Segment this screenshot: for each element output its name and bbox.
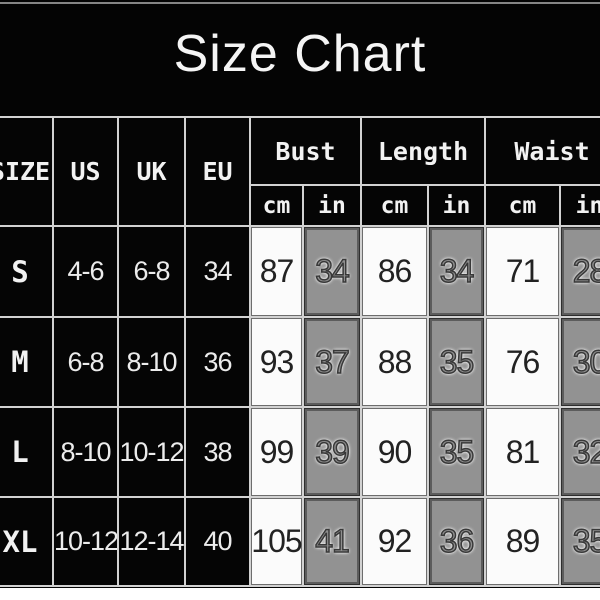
- length-in-cell: 35: [427, 406, 486, 498]
- eu-cell: 36: [184, 316, 251, 408]
- size-label-cell: M: [0, 316, 54, 408]
- engraved-value: 34: [439, 252, 475, 290]
- engraved-value: 39: [314, 433, 350, 471]
- us-cell: 4-6: [52, 225, 119, 318]
- header-row-units: cm in cm in cm in: [0, 184, 600, 227]
- bust-in-cell: 34: [302, 225, 362, 318]
- size-row-m: M 6-8 8-10 36 93 37 88 35 76 30: [0, 316, 600, 408]
- engraved-value: 34: [314, 252, 350, 290]
- size-label-cell: S: [0, 225, 54, 318]
- length-cm-cell: 86: [360, 225, 429, 318]
- length-in-cell: 36: [427, 496, 486, 587]
- col-header-size: SIZE: [0, 116, 54, 227]
- waist-in-cell: 28: [558, 225, 600, 318]
- size-label-cell: XL: [0, 496, 54, 587]
- bust-cm-cell: 99: [249, 406, 304, 498]
- length-cm-header: cm: [360, 184, 429, 227]
- waist-in-cell: 32: [558, 406, 600, 498]
- col-header-bust: Bust: [249, 116, 362, 186]
- bust-cm-cell: 87: [249, 225, 304, 318]
- size-row-l: L 8-10 10-12 38 99 39 90 35 81 32: [0, 406, 600, 498]
- waist-cm-cell: 81: [484, 406, 561, 498]
- bust-in-cell: 39: [302, 406, 362, 498]
- bust-in-header: in: [302, 184, 362, 227]
- bust-in-cell: 37: [302, 316, 362, 408]
- length-in-cell: 35: [427, 316, 486, 408]
- waist-cm-cell: 76: [484, 316, 561, 408]
- waist-in-header: in: [558, 184, 600, 227]
- waist-in-cell: 35: [558, 496, 600, 587]
- length-cm-cell: 92: [360, 496, 429, 587]
- length-cm-cell: 90: [360, 406, 429, 498]
- waist-cm-cell: 89: [484, 496, 561, 587]
- waist-cm-header: cm: [484, 184, 561, 227]
- header-row-groups: SIZE US UK EU Bust Length Waist: [0, 116, 600, 227]
- engraved-value: 28: [572, 252, 600, 290]
- uk-cell: 12-14: [117, 496, 186, 587]
- bust-cm-cell: 93: [249, 316, 304, 408]
- eu-cell: 38: [184, 406, 251, 498]
- engraved-value: 35: [572, 522, 600, 560]
- top-divider-line: [0, 2, 600, 4]
- us-cell: 10-12: [52, 496, 119, 587]
- uk-cell: 10-12: [117, 406, 186, 498]
- engraved-value: 35: [439, 343, 475, 381]
- engraved-value: 41: [314, 522, 350, 560]
- waist-cm-cell: 71: [484, 225, 561, 318]
- uk-cell: 6-8: [117, 225, 186, 318]
- size-label-cell: L: [0, 406, 54, 498]
- uk-cell: 8-10: [117, 316, 186, 408]
- col-header-length: Length: [360, 116, 486, 186]
- col-header-uk: UK: [117, 116, 186, 227]
- col-header-waist: Waist: [483, 116, 600, 186]
- size-row-xl: XL 10-12 12-14 40 105 41 92 36 89 35: [0, 496, 600, 587]
- col-header-eu: EU: [184, 116, 251, 227]
- eu-cell: 40: [184, 496, 251, 587]
- waist-in-cell: 30: [558, 316, 600, 408]
- engraved-value: 37: [314, 343, 350, 381]
- length-cm-cell: 88: [360, 316, 429, 408]
- table-header: SIZE US UK EU Bust Length Waist cm in cm…: [0, 116, 600, 227]
- size-row-s: S 4-6 6-8 34 87 34 86 34 71 28: [0, 225, 600, 318]
- page-title: Size Chart: [173, 25, 427, 83]
- engraved-value: 32: [572, 433, 600, 471]
- bust-cm-cell: 105: [249, 496, 304, 587]
- length-in-header: in: [427, 184, 486, 227]
- engraved-value: 35: [439, 433, 475, 471]
- bust-in-cell: 41: [302, 496, 362, 587]
- eu-cell: 34: [184, 225, 251, 318]
- engraved-value: 36: [439, 522, 475, 560]
- table-body: S 4-6 6-8 34 87 34 86 34 71 28 M 6-8 8-1…: [0, 225, 600, 587]
- engraved-value: 30: [572, 343, 600, 381]
- col-header-us: US: [52, 116, 119, 227]
- length-in-cell: 34: [427, 225, 486, 318]
- us-cell: 8-10: [52, 406, 119, 498]
- size-chart-table: SIZE US UK EU Bust Length Waist cm in cm…: [0, 116, 600, 587]
- bust-cm-header: cm: [249, 184, 304, 227]
- us-cell: 6-8: [52, 316, 119, 408]
